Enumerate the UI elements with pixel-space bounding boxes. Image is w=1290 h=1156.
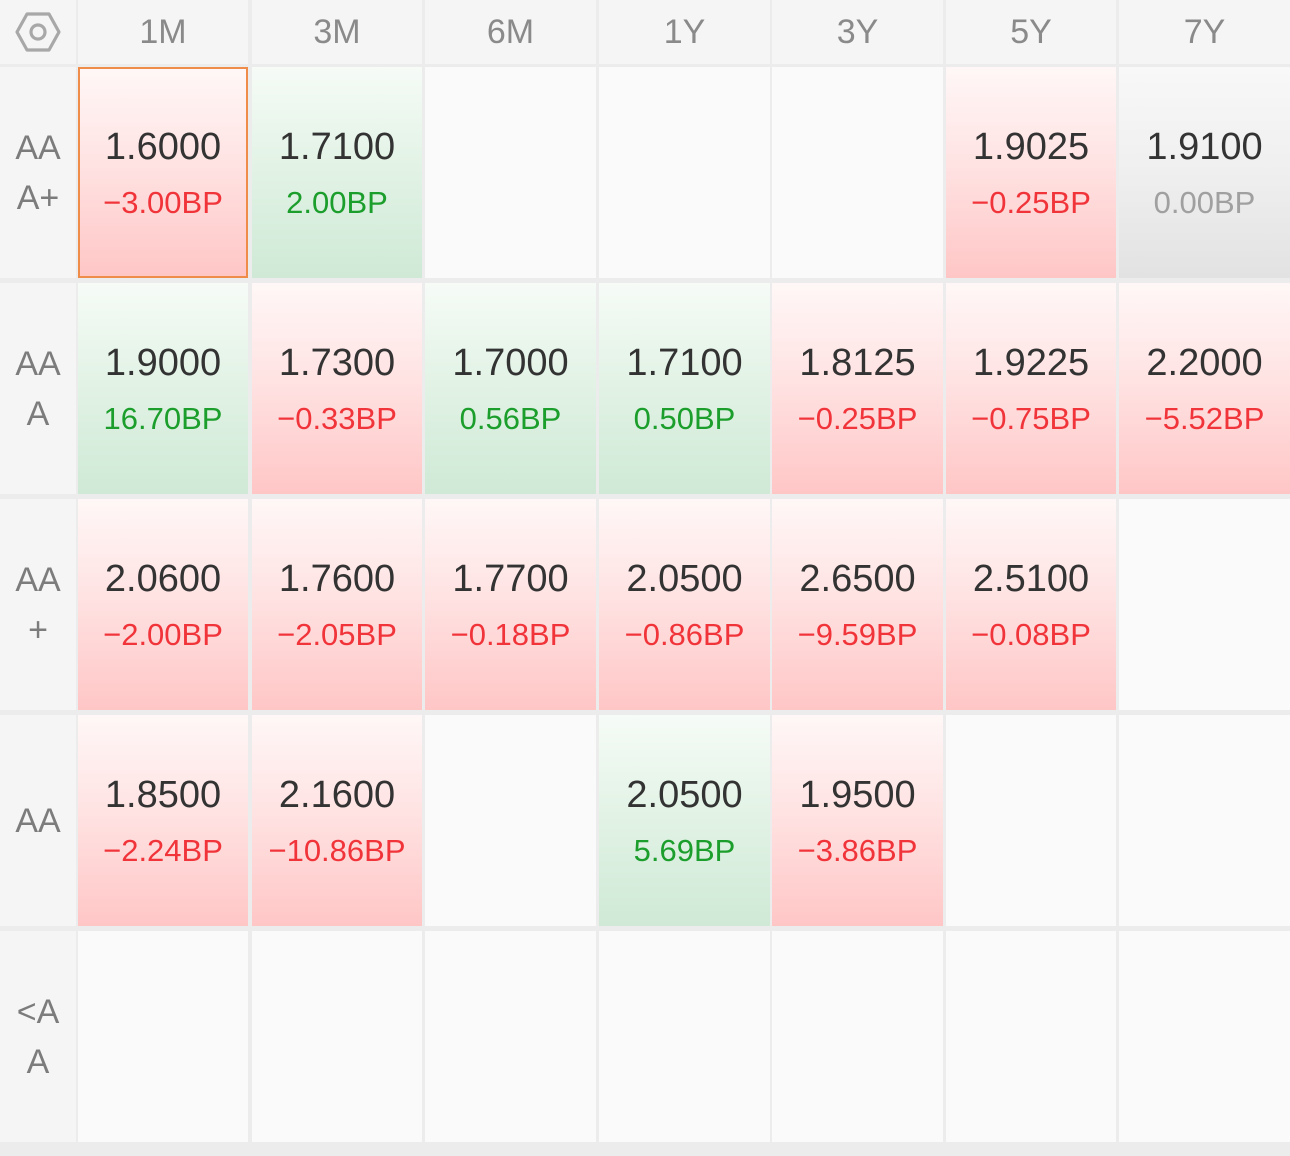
empty-cell[interactable] — [78, 931, 248, 1142]
yield-cell[interactable]: 1.9100 0.00BP — [1119, 67, 1290, 278]
row-header-rating[interactable]: AA — [0, 715, 76, 926]
yield-rate: 2.6500 — [799, 557, 916, 600]
yield-change-bp: −2.24BP — [103, 832, 223, 868]
empty-cell[interactable] — [946, 931, 1116, 1142]
yield-rate: 1.7100 — [278, 125, 396, 168]
yield-rate: 2.5100 — [972, 557, 1090, 600]
empty-cell[interactable] — [1119, 931, 1290, 1142]
yield-change-bp: −0.08BP — [971, 616, 1091, 652]
yield-rate: 1.6000 — [104, 125, 222, 168]
yield-rate: 1.9025 — [972, 125, 1090, 168]
yield-cell[interactable]: 2.6500 −9.59BP — [772, 499, 943, 710]
yield-rate: 1.8125 — [799, 341, 916, 384]
yield-cell[interactable]: 1.7300 −0.33BP — [252, 283, 422, 494]
yield-cell[interactable]: 2.2000 −5.52BP — [1119, 283, 1290, 494]
yield-change-bp: −3.86BP — [797, 832, 918, 868]
yield-cell[interactable]: 1.6000 −3.00BP — [78, 67, 248, 278]
yield-change-bp: −2.05BP — [277, 616, 397, 652]
empty-cell[interactable] — [946, 715, 1116, 926]
yield-cell[interactable]: 1.9025 −0.25BP — [946, 67, 1116, 278]
empty-cell[interactable] — [425, 67, 596, 278]
yield-rate: 1.7600 — [278, 557, 396, 600]
empty-cell[interactable] — [772, 931, 943, 1142]
column-header-5y[interactable]: 5Y — [946, 0, 1116, 64]
yield-cell[interactable]: 2.0600 −2.00BP — [78, 499, 248, 710]
yield-rate: 2.1600 — [278, 773, 396, 816]
yield-cell[interactable]: 1.7100 0.50BP — [599, 283, 770, 494]
yield-change-bp: 0.50BP — [633, 400, 736, 436]
yield-cell[interactable]: 1.7600 −2.05BP — [252, 499, 422, 710]
yield-rate: 1.7000 — [452, 341, 569, 384]
yield-rate: 1.9000 — [104, 341, 222, 384]
yield-change-bp: −2.00BP — [103, 616, 223, 652]
yield-rate: 1.9500 — [799, 773, 916, 816]
empty-cell[interactable] — [772, 67, 943, 278]
hexagon-settings-icon[interactable] — [0, 0, 76, 64]
yield-cell[interactable]: 1.8125 −0.25BP — [772, 283, 943, 494]
column-header-1y[interactable]: 1Y — [599, 0, 770, 64]
row-header-rating[interactable]: AA A+ — [0, 67, 76, 278]
yield-cell[interactable]: 1.7100 2.00BP — [252, 67, 422, 278]
yield-cell[interactable]: 1.9225 −0.75BP — [946, 283, 1116, 494]
yield-cell[interactable]: 1.9000 16.70BP — [78, 283, 248, 494]
yield-change-bp: 5.69BP — [633, 832, 736, 868]
yield-rate: 1.7700 — [452, 557, 569, 600]
yield-rate: 1.8500 — [104, 773, 222, 816]
yield-change-bp: −0.75BP — [971, 400, 1091, 436]
yield-cell[interactable]: 2.0500 −0.86BP — [599, 499, 770, 710]
yield-cell[interactable]: 2.5100 −0.08BP — [946, 499, 1116, 710]
empty-cell[interactable] — [599, 931, 770, 1142]
yield-rate: 1.9225 — [972, 341, 1090, 384]
yield-change-bp: −9.59BP — [797, 616, 918, 652]
yield-cell[interactable]: 1.7700 −0.18BP — [425, 499, 596, 710]
column-header-1m[interactable]: 1M — [78, 0, 248, 64]
row-header-rating[interactable]: <A A — [0, 931, 76, 1142]
yield-change-bp: −0.33BP — [277, 400, 397, 436]
empty-cell[interactable] — [1119, 715, 1290, 926]
yield-change-bp: −3.00BP — [103, 184, 223, 220]
column-header-3y[interactable]: 3Y — [772, 0, 943, 64]
yield-cell[interactable]: 1.7000 0.56BP — [425, 283, 596, 494]
row-header-rating[interactable]: AA A — [0, 283, 76, 494]
yield-cell[interactable]: 2.0500 5.69BP — [599, 715, 770, 926]
column-header-7y[interactable]: 7Y — [1119, 0, 1290, 64]
empty-cell[interactable] — [252, 931, 422, 1142]
yield-rate: 2.0600 — [104, 557, 222, 600]
empty-cell[interactable] — [1119, 499, 1290, 710]
yield-cell[interactable]: 2.1600 −10.86BP — [252, 715, 422, 926]
yield-rate: 1.9100 — [1146, 125, 1263, 168]
yield-cell[interactable]: 1.8500 −2.24BP — [78, 715, 248, 926]
yield-cell[interactable]: 1.9500 −3.86BP — [772, 715, 943, 926]
yield-change-bp: −0.25BP — [971, 184, 1091, 220]
yield-rate: 2.2000 — [1146, 341, 1263, 384]
empty-cell[interactable] — [425, 931, 596, 1142]
empty-cell[interactable] — [425, 715, 596, 926]
hexagon-settings-icon-graphic — [15, 12, 61, 52]
yield-change-bp: −0.25BP — [797, 400, 918, 436]
yield-change-bp: −5.52BP — [1144, 400, 1265, 436]
row-header-rating[interactable]: AA + — [0, 499, 76, 710]
column-header-6m[interactable]: 6M — [425, 0, 596, 64]
yield-rate: 2.0500 — [626, 773, 743, 816]
yield-change-bp: −0.18BP — [450, 616, 571, 652]
yield-change-bp: −0.86BP — [624, 616, 745, 652]
yield-rate: 2.0500 — [626, 557, 743, 600]
yield-rate: 1.7300 — [278, 341, 396, 384]
column-header-3m[interactable]: 3M — [252, 0, 422, 64]
yield-rate: 1.7100 — [626, 341, 743, 384]
yield-change-bp: 2.00BP — [286, 184, 388, 220]
empty-cell[interactable] — [599, 67, 770, 278]
yield-change-bp: −10.86BP — [268, 832, 406, 868]
yield-change-bp: 0.56BP — [459, 400, 562, 436]
yield-change-bp: 0.00BP — [1153, 184, 1256, 220]
yield-change-bp: 16.70BP — [103, 400, 223, 436]
